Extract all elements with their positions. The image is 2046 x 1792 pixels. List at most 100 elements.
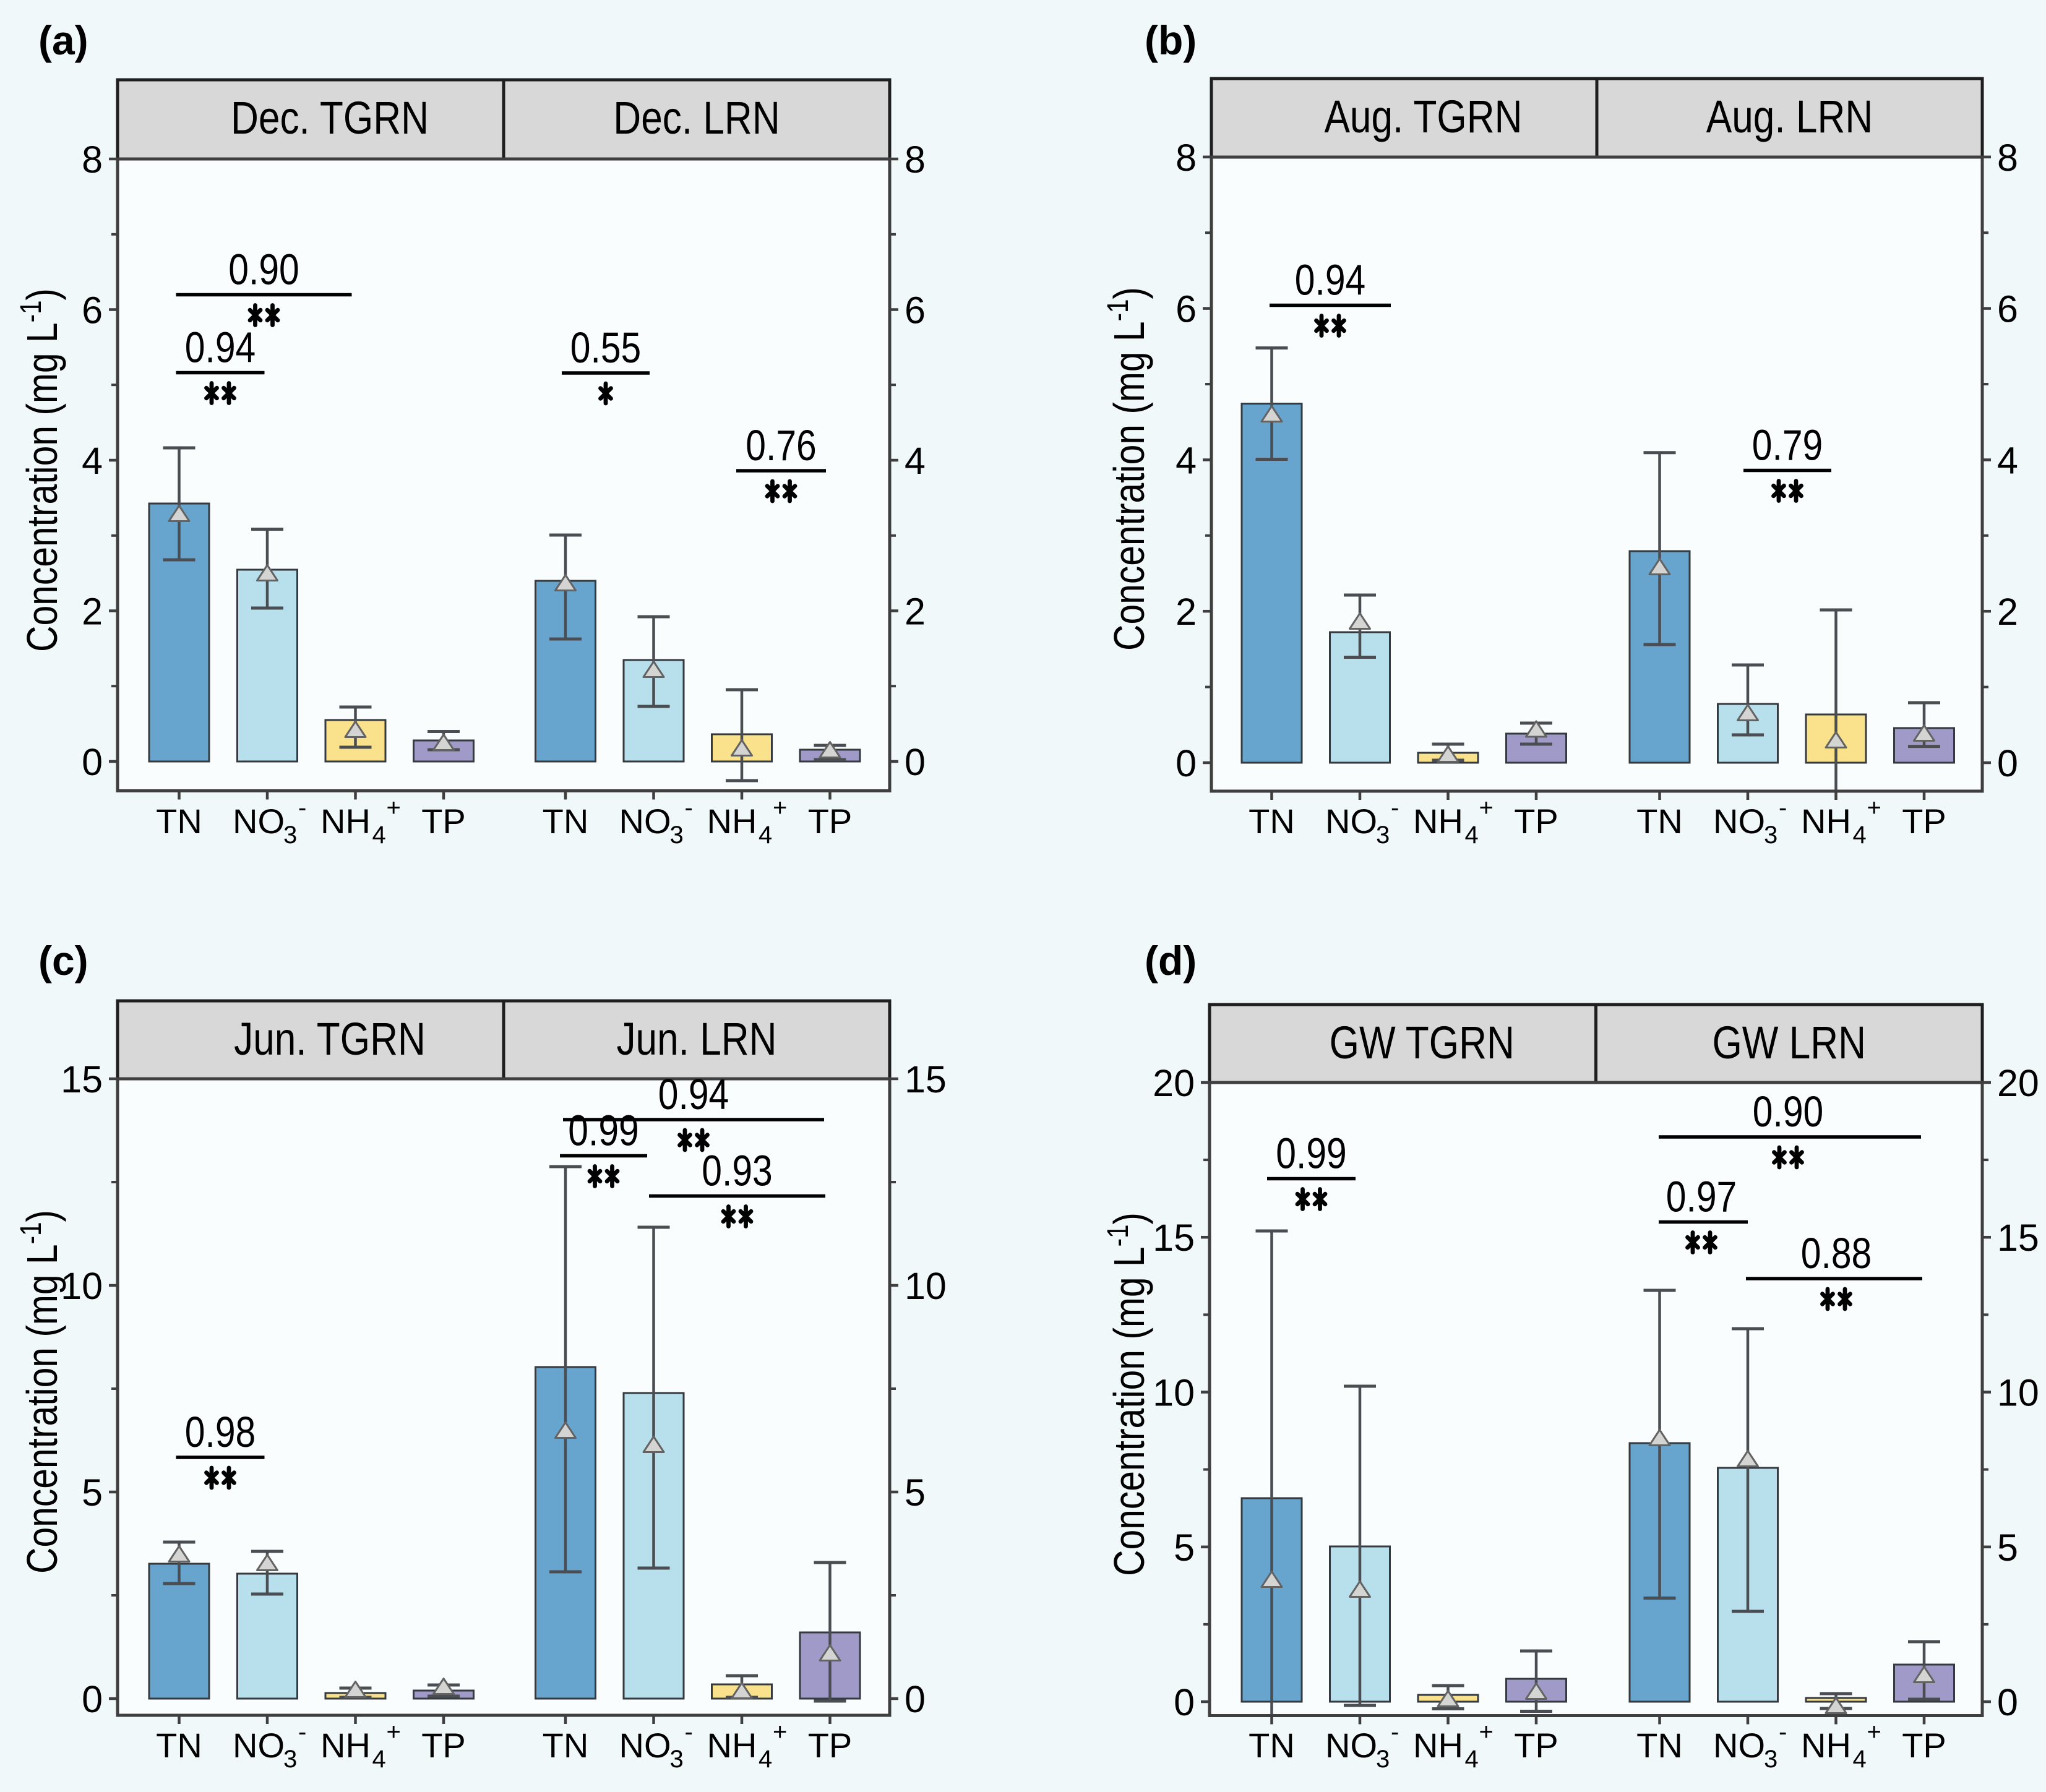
- svg-text:TN: TN: [1636, 1726, 1683, 1765]
- svg-text:0.88: 0.88: [1801, 1228, 1872, 1277]
- svg-text:0.90: 0.90: [228, 245, 299, 294]
- svg-text:0: 0: [905, 741, 926, 783]
- svg-text:10: 10: [61, 1265, 103, 1307]
- svg-text:0: 0: [82, 741, 103, 783]
- svg-text:4: 4: [759, 1746, 772, 1773]
- svg-text:0.94: 0.94: [185, 323, 256, 372]
- svg-text:-: -: [1779, 1718, 1787, 1746]
- svg-text:Dec. LRN: Dec. LRN: [613, 93, 780, 144]
- svg-text:0.99: 0.99: [568, 1106, 638, 1155]
- svg-text:4: 4: [1465, 821, 1479, 849]
- svg-text:TN: TN: [543, 1726, 589, 1765]
- svg-text:0: 0: [82, 1678, 103, 1720]
- svg-text:TN: TN: [156, 802, 202, 841]
- svg-text:GW TGRN: GW TGRN: [1330, 1018, 1515, 1068]
- svg-text:TN: TN: [1249, 1726, 1295, 1765]
- svg-text:Dec. TGRN: Dec. TGRN: [231, 93, 429, 144]
- svg-text:Concentration (mg L-1): Concentration (mg L-1): [15, 1210, 66, 1574]
- svg-text:15: 15: [905, 1058, 947, 1100]
- svg-text:0.93: 0.93: [702, 1146, 772, 1195]
- svg-text:4: 4: [759, 821, 772, 849]
- svg-text:10: 10: [1997, 1372, 2039, 1414]
- svg-text:6: 6: [1176, 288, 1197, 330]
- svg-text:-: -: [1779, 794, 1787, 821]
- svg-text:NO: NO: [233, 1726, 285, 1765]
- svg-text:TP: TP: [1902, 1726, 1946, 1765]
- svg-text:8: 8: [1997, 137, 2018, 179]
- svg-text:2: 2: [1997, 591, 2018, 633]
- svg-text:-: -: [685, 794, 693, 821]
- svg-text:Aug. LRN: Aug. LRN: [1706, 92, 1873, 142]
- svg-text:(a): (a): [38, 17, 88, 63]
- svg-text:+: +: [387, 1718, 401, 1746]
- svg-text:NO: NO: [1713, 802, 1765, 841]
- svg-text:2: 2: [905, 591, 926, 633]
- svg-text:0.94: 0.94: [1295, 255, 1365, 304]
- svg-text:Aug. TGRN: Aug. TGRN: [1324, 92, 1522, 142]
- svg-text:0: 0: [1997, 742, 2018, 784]
- svg-text:0: 0: [1176, 742, 1197, 784]
- svg-text:NH: NH: [1413, 802, 1463, 841]
- svg-text:0.98: 0.98: [185, 1407, 256, 1456]
- svg-text:+: +: [1867, 1718, 1881, 1746]
- svg-text:NH: NH: [1413, 1726, 1463, 1765]
- svg-text:NH: NH: [1801, 802, 1851, 841]
- svg-text:0.97: 0.97: [1666, 1172, 1737, 1221]
- svg-text:+: +: [773, 794, 787, 821]
- svg-text:TN: TN: [543, 802, 589, 841]
- svg-text:NO: NO: [1713, 1726, 1765, 1765]
- svg-text:4: 4: [905, 440, 926, 482]
- svg-text:3: 3: [283, 1746, 297, 1773]
- svg-text:+: +: [1479, 794, 1494, 821]
- svg-text:2: 2: [82, 591, 103, 633]
- svg-text:3: 3: [1764, 1746, 1777, 1773]
- svg-text:0.99: 0.99: [1276, 1129, 1346, 1178]
- svg-text:0.55: 0.55: [570, 323, 641, 372]
- svg-text:0: 0: [1174, 1681, 1195, 1723]
- svg-text:4: 4: [82, 440, 103, 482]
- svg-text:0.94: 0.94: [658, 1070, 729, 1118]
- svg-text:TN: TN: [156, 1726, 202, 1765]
- svg-text:0.79: 0.79: [1752, 421, 1823, 469]
- svg-text:15: 15: [1153, 1217, 1195, 1259]
- svg-text:NO: NO: [619, 1726, 671, 1765]
- svg-text:TP: TP: [1514, 802, 1558, 841]
- svg-text:Jun. LRN: Jun. LRN: [616, 1014, 776, 1065]
- svg-text:20: 20: [1997, 1062, 2039, 1104]
- svg-text:0: 0: [905, 1678, 926, 1720]
- svg-text:4: 4: [1997, 439, 2018, 481]
- svg-text:8: 8: [1176, 137, 1197, 179]
- svg-text:(d): (d): [1145, 938, 1197, 984]
- svg-text:3: 3: [1376, 1746, 1390, 1773]
- svg-text:6: 6: [82, 289, 103, 332]
- svg-text:+: +: [1867, 794, 1881, 821]
- svg-text:NO: NO: [619, 802, 671, 841]
- svg-text:-: -: [1391, 1718, 1399, 1746]
- svg-text:NH: NH: [320, 802, 371, 841]
- svg-text:3: 3: [670, 821, 684, 849]
- svg-text:+: +: [773, 1718, 787, 1746]
- svg-text:5: 5: [1174, 1527, 1195, 1569]
- svg-text:-: -: [298, 1718, 306, 1746]
- svg-text:+: +: [387, 794, 401, 821]
- svg-text:TP: TP: [1902, 802, 1946, 841]
- svg-text:5: 5: [1997, 1527, 2018, 1569]
- svg-text:15: 15: [1997, 1217, 2039, 1259]
- svg-text:Concentration (mg L-1): Concentration (mg L-1): [1102, 287, 1153, 651]
- svg-text:6: 6: [905, 289, 926, 332]
- svg-text:Concentration (mg L-1): Concentration (mg L-1): [15, 288, 66, 652]
- svg-text:NO: NO: [233, 802, 285, 841]
- svg-text:0: 0: [1997, 1681, 2018, 1723]
- svg-text:5: 5: [905, 1472, 926, 1514]
- svg-text:NO: NO: [1325, 802, 1377, 841]
- svg-text:8: 8: [905, 139, 926, 181]
- svg-text:6: 6: [1997, 288, 2018, 330]
- svg-text:TP: TP: [421, 802, 466, 841]
- svg-text:NH: NH: [707, 802, 757, 841]
- svg-text:5: 5: [82, 1472, 103, 1514]
- svg-text:3: 3: [283, 821, 297, 849]
- svg-text:-: -: [685, 1718, 693, 1746]
- svg-text:4: 4: [1176, 439, 1197, 481]
- svg-text:4: 4: [372, 821, 386, 849]
- svg-text:Jun. TGRN: Jun. TGRN: [234, 1014, 426, 1065]
